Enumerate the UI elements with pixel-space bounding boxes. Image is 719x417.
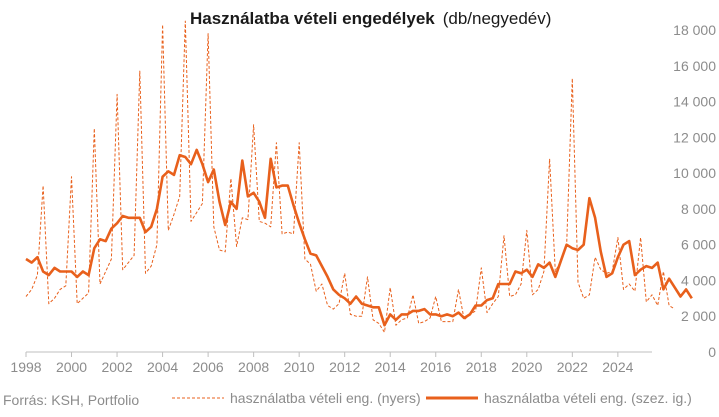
- x-tick-label: 2008: [238, 359, 269, 375]
- x-tick-label: 2016: [420, 359, 451, 375]
- x-tick-label: 2010: [284, 359, 315, 375]
- x-tick-label: 2006: [193, 359, 224, 375]
- legend: használatba vételi eng. (nyers) használa…: [172, 390, 692, 406]
- x-tick-label: 2000: [56, 359, 87, 375]
- source-note: Forrás: KSH, Portfolio: [3, 392, 139, 408]
- series-layer: [25, 20, 693, 333]
- x-tick-label: 2014: [375, 359, 406, 375]
- y-tick-label: 18 000: [673, 22, 716, 38]
- y-tick-label: 10 000: [673, 165, 716, 181]
- x-tick-label: 2024: [602, 359, 633, 375]
- x-tick-label: 1998: [10, 359, 41, 375]
- y-tick-label: 16 000: [673, 58, 716, 74]
- legend-item-raw: használatba vételi eng. (nyers): [172, 390, 421, 406]
- x-tick-label: 2020: [511, 359, 542, 375]
- y-tick-label: 6 000: [681, 237, 716, 253]
- y-tick-label: 12 000: [673, 129, 716, 145]
- legend-label-seasonal: használatba vételi eng. (szez. ig.): [484, 390, 692, 406]
- x-tick-label: 2012: [329, 359, 360, 375]
- x-tick-label: 2002: [101, 359, 132, 375]
- chart-subtitle: (db/negyedév): [443, 9, 552, 28]
- y-tick-label: 8 000: [681, 201, 716, 217]
- y-axis: 0 2 000 4 000 6 000 8 000 10 000 12 000 14 000 1…: [673, 22, 716, 360]
- series-line-raw: [25, 20, 676, 333]
- chart-title-main: Használatba vételi engedélyek: [190, 9, 435, 28]
- legend-item-seasonal: használatba vételi eng. (szez. ig.): [426, 390, 692, 406]
- y-tick-label: 4 000: [681, 272, 716, 288]
- chart-title: Használatba vételi engedélyek (db/negyedé…: [190, 9, 551, 28]
- series-line-seasonal: [25, 148, 693, 327]
- x-axis: 1998 2000 2002 2004 2006 2008 2010 2012 2014 2016…: [10, 352, 634, 375]
- y-tick-label: 14 000: [673, 94, 716, 110]
- x-tick-label: 2004: [147, 359, 178, 375]
- y-tick-label: 2 000: [681, 308, 716, 324]
- y-tick-label: 0: [708, 344, 716, 360]
- x-tick-label: 2018: [466, 359, 497, 375]
- legend-label-raw: használatba vételi eng. (nyers): [230, 390, 421, 406]
- x-tick-label: 2022: [557, 359, 588, 375]
